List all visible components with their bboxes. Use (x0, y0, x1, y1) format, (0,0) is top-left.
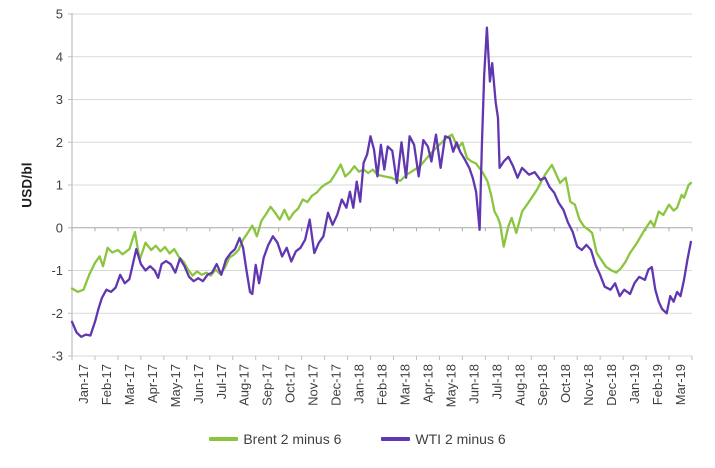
x-tick-label: Jul-17 (214, 364, 229, 399)
x-tick-label: Mar-17 (122, 364, 137, 405)
x-tick-label: Sep-17 (260, 364, 275, 406)
x-tick-label: Jul-18 (489, 364, 504, 399)
wti-line-swatch-icon (381, 437, 411, 441)
x-tick-label: Sep-18 (535, 364, 550, 406)
legend-item-wti: WTI 2 minus 6 (381, 431, 506, 447)
x-tick-label: Mar-18 (397, 364, 412, 405)
wti-spread-line (70, 26, 693, 338)
y-tick-label: -3 (51, 349, 63, 364)
price-spread-chart: 5 4 3 2 1 0 -1 -2 -3 Jan-17 Feb-17 Mar-17 Apr-17 May-… (51, 7, 693, 407)
x-tick-label: Nov-17 (306, 364, 321, 406)
x-tick-label: Jun-17 (191, 364, 206, 404)
x-tick-label: Jan-17 (76, 364, 91, 404)
y-tick-label: 2 (56, 135, 63, 150)
x-tick-label: Jan-18 (352, 364, 367, 404)
x-tick-label: Feb-19 (650, 364, 665, 405)
x-tick-label: Dec-18 (604, 364, 619, 406)
legend-label-wti: WTI 2 minus 6 (415, 431, 506, 447)
x-tick-label: Aug-17 (237, 364, 252, 406)
y-tick-label: 0 (56, 220, 63, 235)
chart-legend: Brent 2 minus 6 WTI 2 minus 6 (0, 431, 715, 447)
y-tick-label: 4 (56, 49, 63, 64)
y-tick-label: 3 (56, 92, 63, 107)
brent-spread-line (70, 133, 693, 294)
x-tick-label: Dec-17 (329, 364, 344, 406)
x-tick-label: Apr-18 (420, 364, 435, 403)
x-tick-label: Feb-18 (375, 364, 390, 405)
x-tick-label: May-17 (168, 364, 183, 407)
legend-item-brent: Brent 2 minus 6 (209, 431, 341, 447)
y-axis-title: USD/bl (19, 162, 35, 208)
y-tick-label: -2 (51, 306, 63, 321)
x-tick-label: Nov-18 (581, 364, 596, 406)
x-tick-label: Apr-17 (145, 364, 160, 403)
legend-label-brent: Brent 2 minus 6 (243, 431, 342, 447)
y-tick-label: 1 (56, 178, 63, 193)
y-tick-label: -1 (51, 263, 63, 278)
x-tick-label: Jun-18 (466, 364, 481, 404)
x-tick-label: May-18 (443, 364, 458, 407)
brent-line-swatch-icon (209, 437, 239, 441)
x-tick-label: Oct-18 (558, 364, 573, 403)
x-tick-label: Feb-17 (99, 364, 114, 405)
x-tick-label: Mar-19 (673, 364, 688, 405)
x-tick-label: Oct-17 (283, 364, 298, 403)
y-tick-label: 5 (56, 7, 63, 22)
x-tick-label: Aug-18 (512, 364, 527, 406)
x-tick-label: Jan-19 (627, 364, 642, 404)
